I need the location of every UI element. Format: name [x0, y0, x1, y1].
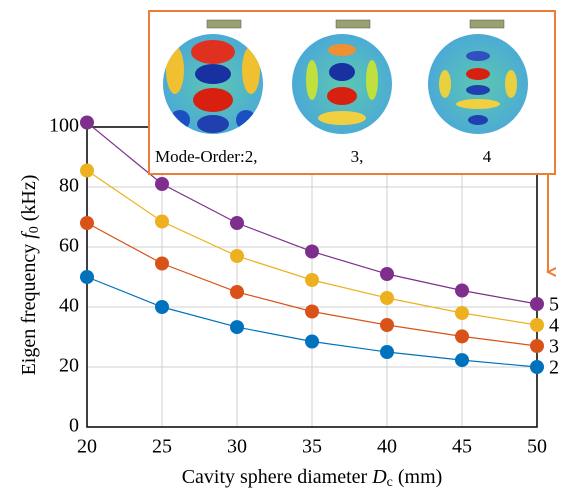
inset-caption: 3, [351, 147, 364, 166]
data-point [230, 285, 244, 299]
inset-caption: Mode-Order:2, [155, 147, 257, 166]
series-label: 5 [549, 294, 559, 316]
data-point [305, 273, 319, 287]
data-point [455, 283, 469, 298]
data-point [155, 300, 169, 314]
data-point [530, 339, 544, 353]
x-tick-label: 25 [152, 436, 172, 458]
mode-image [163, 34, 263, 134]
x-tick-label: 30 [227, 436, 247, 458]
data-point [80, 216, 94, 230]
x-tick-label: 35 [302, 436, 322, 458]
y-label-subscript: 0 [27, 226, 42, 233]
data-point [380, 291, 394, 305]
y-tick-label: 60 [59, 235, 79, 257]
series-label: 4 [549, 315, 559, 337]
data-point [305, 304, 319, 319]
y-label-text: Eigen frequency [18, 239, 40, 376]
y-tick-label: 20 [59, 355, 79, 377]
x-label-subscript: c [387, 475, 393, 490]
y-tick-label: 100 [49, 115, 79, 137]
data-point [530, 297, 544, 311]
y-label-unit: (kHz) [18, 175, 40, 227]
y-tick-label: 80 [59, 175, 79, 197]
data-point [305, 244, 319, 259]
mode-image [428, 34, 528, 134]
data-point [80, 270, 94, 284]
data-point [455, 353, 469, 368]
data-point [155, 256, 169, 271]
x-tick-label: 20 [77, 436, 97, 458]
data-point [530, 360, 544, 374]
data-point [455, 306, 469, 320]
x-axis-label: Cavity sphere diameter Dc (mm) [182, 466, 443, 491]
x-label-text: Cavity sphere diameter [182, 466, 373, 488]
data-point [230, 249, 244, 263]
y-tick-label: 0 [69, 415, 79, 437]
data-point [380, 345, 394, 359]
inset: Mode-Order:2, 3, 4 [148, 10, 556, 272]
x-tick-label: 45 [452, 436, 472, 458]
x-tick-label: 40 [377, 436, 397, 458]
data-point [530, 318, 544, 332]
mode-image [292, 34, 392, 134]
data-point [380, 267, 394, 281]
data-point [380, 318, 394, 332]
y-label-symbol: f [18, 231, 40, 239]
data-point [155, 214, 169, 229]
data-point [455, 329, 469, 344]
y-axis-label: Eigen frequency f0 (kHz) [18, 175, 43, 376]
data-point [230, 320, 244, 335]
data-point [305, 334, 319, 349]
data-point [155, 177, 169, 191]
data-point [230, 216, 244, 230]
inset-caption: 4 [483, 147, 492, 166]
series-label: 2 [549, 357, 559, 379]
x-tick-label: 50 [527, 436, 547, 458]
data-point [80, 115, 94, 130]
y-tick-label: 40 [59, 295, 79, 317]
x-label-unit: (mm) [393, 466, 442, 488]
x-label-symbol: D [371, 466, 387, 488]
data-point [80, 163, 94, 178]
series-label: 3 [549, 336, 559, 358]
